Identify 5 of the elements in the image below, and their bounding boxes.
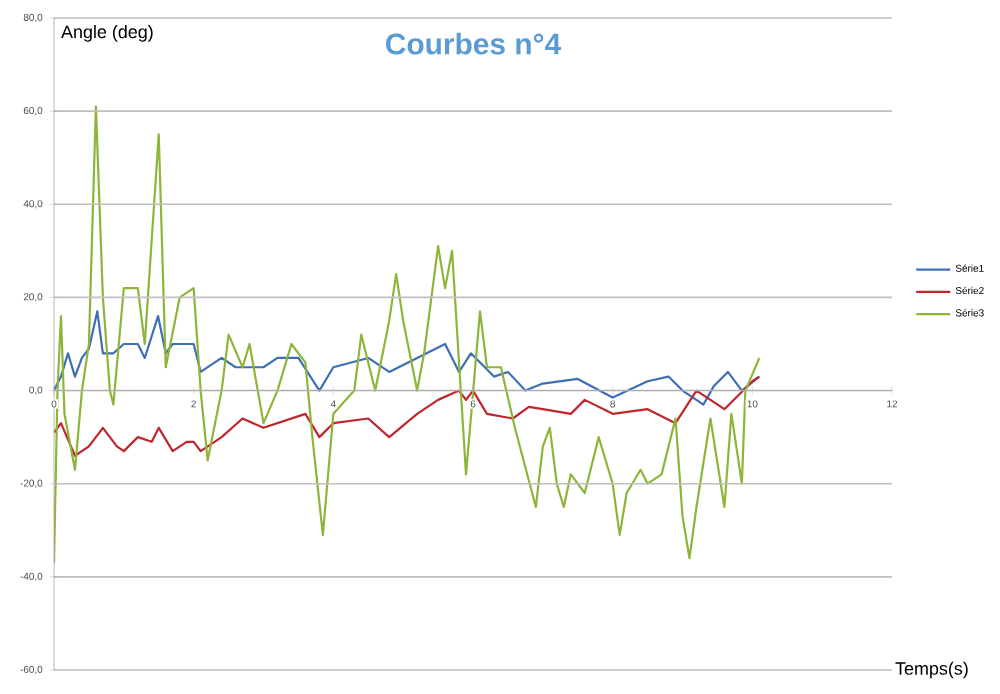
chart-title: Courbes n°4 [386, 32, 562, 55]
x-axis-title: Temps(s) [895, 661, 968, 679]
line-series [54, 310, 761, 406]
y-axis-title: Angle (deg) [61, 25, 153, 42]
line-series [54, 105, 761, 564]
